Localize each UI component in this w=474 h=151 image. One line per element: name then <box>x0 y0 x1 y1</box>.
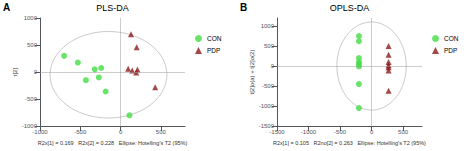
svg-text:-500: -500 <box>262 83 275 89</box>
svg-text:-1000: -1000 <box>301 129 317 135</box>
svg-text:500: 500 <box>156 129 167 135</box>
svg-text:-500: -500 <box>334 129 347 135</box>
svg-text:500: 500 <box>264 43 275 49</box>
svg-text:-500: -500 <box>25 96 38 102</box>
svg-text:-1500: -1500 <box>269 129 285 135</box>
svg-text:R2x[1] = 0.169 R2x[2] = 0.22: R2x[1] = 0.169 R2x[2] = 0.228 Ellipse: H… <box>38 140 188 146</box>
svg-text:1000: 1000 <box>24 15 38 21</box>
svg-text:0: 0 <box>119 129 123 135</box>
svg-text:t[2]: t[2] <box>12 68 18 77</box>
svg-text:PLS-DA: PLS-DA <box>96 3 129 13</box>
svg-text:B: B <box>240 2 247 13</box>
svg-text:CON: CON <box>444 35 459 42</box>
svg-text:1000: 1000 <box>261 23 275 29</box>
svg-text:500: 500 <box>398 129 409 135</box>
svg-text:PDP: PDP <box>207 47 220 54</box>
svg-text:t[2]o(a) + t[2]o(2): t[2]o(a) + t[2]o(2) <box>249 50 255 95</box>
svg-text:CON: CON <box>207 35 222 42</box>
svg-text:PDP: PDP <box>444 47 457 54</box>
svg-text:0: 0 <box>271 63 275 69</box>
svg-text:0: 0 <box>370 129 374 135</box>
svg-text:0: 0 <box>34 69 38 75</box>
svg-text:A: A <box>3 2 10 13</box>
svg-text:-1000: -1000 <box>32 129 48 135</box>
svg-text:OPLS-DA: OPLS-DA <box>330 3 370 13</box>
svg-text:-1000: -1000 <box>21 123 37 130</box>
svg-text:-500: -500 <box>74 129 87 135</box>
svg-text:R2x[1] = 0.105 R2no[2] = 0.2: R2x[1] = 0.105 R2no[2] = 0.263 Ellipse: … <box>273 140 426 146</box>
svg-text:-1500: -1500 <box>258 123 274 130</box>
svg-text:-1000: -1000 <box>259 103 275 109</box>
svg-text:500: 500 <box>27 42 38 48</box>
